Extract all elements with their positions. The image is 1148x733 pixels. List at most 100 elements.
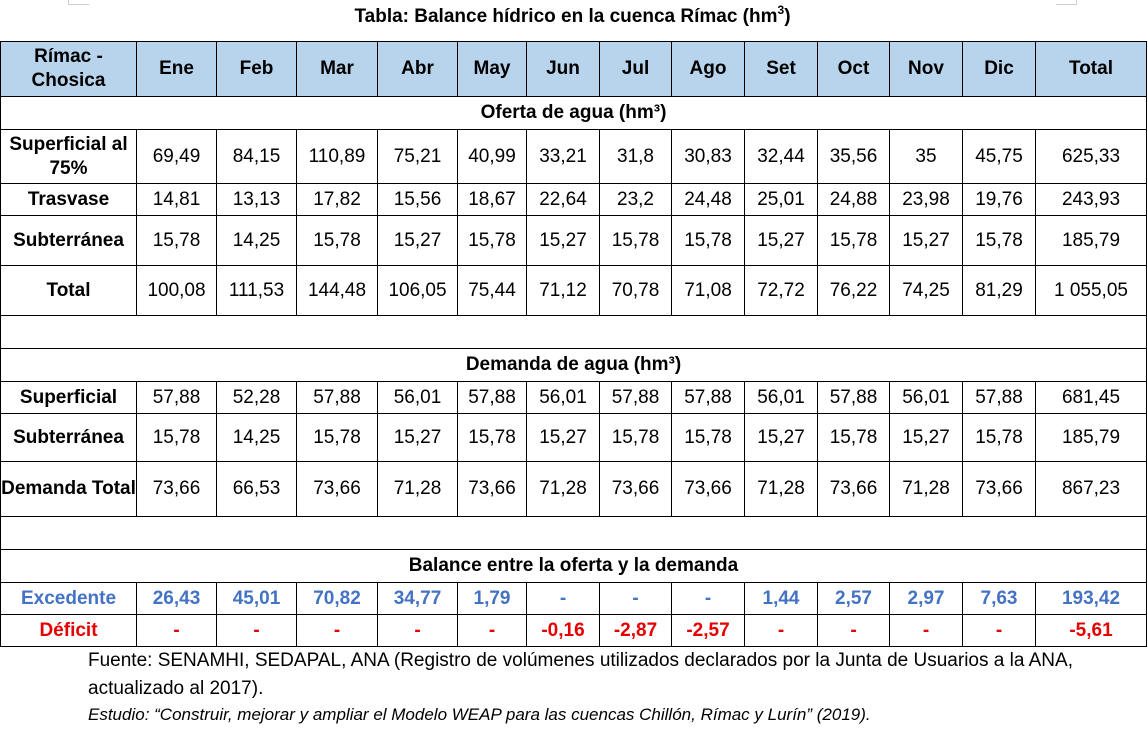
- header-month-9: Oct: [817, 41, 890, 97]
- table-cell: 73,66: [962, 461, 1036, 517]
- header-row: Rímac - Chosica Ene Feb Mar Abr May Jun Jul Ago S…: [0, 41, 1147, 97]
- header-corner-label: Rímac - Chosica: [0, 41, 137, 97]
- table-cell: 52,28: [216, 381, 297, 414]
- table-cell: -: [457, 614, 527, 647]
- table-cell: -: [744, 614, 818, 647]
- table-cell: -2,87: [599, 614, 672, 647]
- table-title-superscript: 3: [777, 3, 785, 17]
- table-cell: 2,97: [889, 582, 963, 615]
- table-cell: -: [671, 582, 745, 615]
- table-cell: 56,01: [744, 381, 818, 414]
- table-cell: 14,25: [216, 215, 297, 266]
- table-cell: 15,78: [817, 215, 890, 266]
- table-cell: 625,33: [1035, 129, 1147, 184]
- table-body: Rímac - Chosica Ene Feb Mar Abr May Jun Jul Ago S…: [0, 41, 1147, 647]
- table-cell: 81,29: [962, 265, 1036, 316]
- table-cell: 14,81: [136, 183, 217, 216]
- demanda-row-0: Superficial 57,88 52,28 57,88 56,01 57,88 56,0…: [0, 381, 1147, 414]
- table-cell: 71,28: [744, 461, 818, 517]
- oferta-row-2: Subterránea 15,78 14,25 15,78 15,27 15,78 15,2…: [0, 215, 1147, 266]
- header-month-8: Set: [744, 41, 818, 97]
- table-cell: 15,78: [457, 215, 527, 266]
- table-cell: 73,66: [296, 461, 378, 517]
- section-balance-title-row: Balance entre la oferta y la demanda: [0, 549, 1147, 583]
- table-cell: 73,66: [136, 461, 217, 517]
- water-balance-table: Rímac - Chosica Ene Feb Mar Abr May Jun Jul Ago S…: [0, 41, 1147, 647]
- header-month-1: Feb: [216, 41, 297, 97]
- spacer-row-1: [0, 315, 1147, 349]
- table-cell: 31,8: [599, 129, 672, 184]
- table-cell: -: [377, 614, 458, 647]
- spacer-row-1-cell: [0, 315, 1147, 349]
- deficit-row: Déficit - - - - - -0,16 -2,87 -2,57- - - - -5,61: [0, 614, 1147, 647]
- table-cell: -: [216, 614, 297, 647]
- demanda-row-1-label: Subterránea: [0, 413, 137, 462]
- table-cell: 56,01: [889, 381, 963, 414]
- table-cell: 57,88: [599, 381, 672, 414]
- section-demanda-title: Demanda de agua (hm³): [0, 348, 1147, 382]
- oferta-row-1: Trasvase 14,81 13,13 17,82 15,56 18,67 22,64 23…: [0, 183, 1147, 216]
- table-title-close: ): [784, 6, 791, 27]
- spacer-row-2-cell: [0, 516, 1147, 550]
- table-cell: 14,25: [216, 413, 297, 462]
- table-cell: -5,61: [1035, 614, 1147, 647]
- table-cell: 70,82: [296, 582, 378, 615]
- oferta-row-1-label: Trasvase: [0, 183, 137, 216]
- table-cell: 73,66: [457, 461, 527, 517]
- table-cell: -: [817, 614, 890, 647]
- section-demanda-title-row: Demanda de agua (hm³): [0, 348, 1147, 382]
- oferta-row-2-label: Subterránea: [0, 215, 137, 266]
- table-cell: 867,23: [1035, 461, 1147, 517]
- header-total: Total: [1035, 41, 1147, 97]
- table-cell: 75,44: [457, 265, 527, 316]
- table-cell: 15,27: [744, 215, 818, 266]
- table-cell: 71,28: [889, 461, 963, 517]
- table-cell: 71,28: [377, 461, 458, 517]
- table-cell: 57,88: [962, 381, 1036, 414]
- table-cell: 33,21: [526, 129, 600, 184]
- table-cell: 2,57: [817, 582, 890, 615]
- table-cell: 15,56: [377, 183, 458, 216]
- table-cell: 75,21: [377, 129, 458, 184]
- table-cell: 15,78: [599, 413, 672, 462]
- header-month-4: May: [457, 41, 527, 97]
- table-cell: 1,44: [744, 582, 818, 615]
- table-cell: 185,79: [1035, 215, 1147, 266]
- table-cell: 15,27: [744, 413, 818, 462]
- section-oferta-title-row: Oferta de agua (hm³): [0, 96, 1147, 130]
- table-cell: 15,78: [817, 413, 890, 462]
- table-cell: -: [136, 614, 217, 647]
- oferta-row-0: Superficial al 75% 69,49 84,15 110,89 75,21 4…: [0, 129, 1147, 184]
- table-cell: 22,64: [526, 183, 600, 216]
- table-cell: 71,28: [526, 461, 600, 517]
- table-cell: 1 055,05: [1035, 265, 1147, 316]
- table-cell: 40,99: [457, 129, 527, 184]
- table-cell: 23,98: [889, 183, 963, 216]
- table-cell: 35,56: [817, 129, 890, 184]
- deficit-row-label: Déficit: [0, 614, 137, 647]
- table-cell: -: [889, 614, 963, 647]
- demanda-row-1: Subterránea 15,78 14,25 15,78 15,27 15,78 15,2…: [0, 413, 1147, 462]
- table-cell: 32,44: [744, 129, 818, 184]
- table-cell: 74,25: [889, 265, 963, 316]
- table-cell: 106,05: [377, 265, 458, 316]
- table-cell: 72,72: [744, 265, 818, 316]
- table-cell: 69,49: [136, 129, 217, 184]
- table-cell: 15,78: [457, 413, 527, 462]
- decorative-corner-mark: [1056, 0, 1077, 5]
- source-note: Fuente: SENAMHI, SEDAPAL, ANA (Registro …: [88, 650, 1073, 699]
- table-cell: 243,93: [1035, 183, 1147, 216]
- table-cell: 30,83: [671, 129, 745, 184]
- header-month-3: Abr: [377, 41, 458, 97]
- header-month-11: Dic: [962, 41, 1036, 97]
- table-cell: 18,67: [457, 183, 527, 216]
- table-cell: 70,78: [599, 265, 672, 316]
- table-cell: -: [526, 582, 600, 615]
- table-cell: 73,66: [671, 461, 745, 517]
- table-cell: 71,08: [671, 265, 745, 316]
- table-cell: 26,43: [136, 582, 217, 615]
- table-cell: 15,27: [889, 215, 963, 266]
- table-cell: 34,77: [377, 582, 458, 615]
- demanda-row-0-label: Superficial: [0, 381, 137, 414]
- table-cell: 84,15: [216, 129, 297, 184]
